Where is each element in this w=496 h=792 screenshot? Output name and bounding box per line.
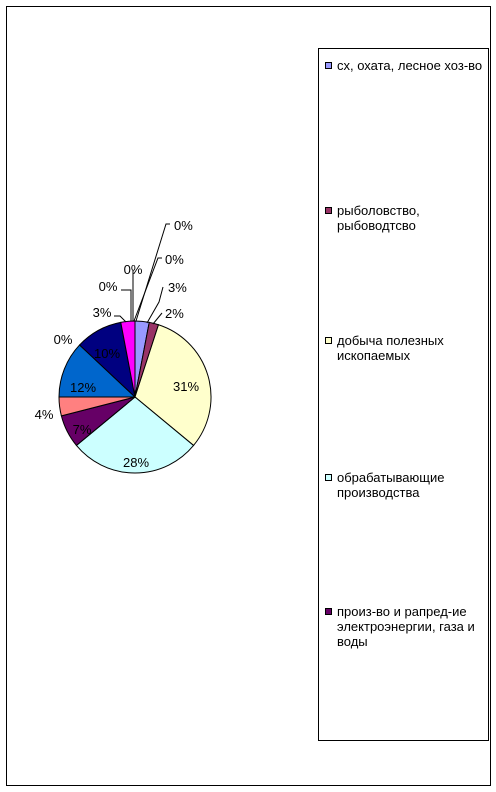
data-label-13: 0% (174, 218, 193, 233)
legend-item-0: сх, охата, лесное хоз-во (325, 58, 485, 73)
legend-item-1: рыболовство, рыбоводтсво (325, 203, 485, 233)
legend-swatch-0 (325, 62, 332, 69)
legend-label-2: добыча полезных ископаемых (325, 333, 485, 363)
legend-label-3: обрабатывающие производства (325, 470, 485, 500)
legend-item-3: обрабатывающие производства (325, 470, 485, 500)
legend-label-0: сх, охата, лесное хоз-во (325, 58, 485, 73)
data-label-10: 0% (99, 279, 118, 294)
legend-swatch-1 (325, 207, 332, 214)
data-label-9: 3% (93, 305, 112, 320)
legend-swatch-2 (325, 337, 332, 344)
leader-line-9 (114, 316, 126, 322)
data-label-6: 12% (70, 380, 96, 395)
data-label-0: 3% (168, 280, 187, 295)
legend-label-1: рыболовство, рыбоводтсво (325, 203, 485, 233)
data-label-7: 0% (54, 332, 73, 347)
legend-item-2: добыча полезных ископаемых (325, 333, 485, 363)
data-label-4: 7% (73, 422, 92, 437)
leader-line-1 (153, 313, 162, 324)
legend: сх, охата, лесное хоз-во рыболовство, рыб… (318, 48, 489, 741)
data-label-3: 28% (123, 455, 149, 470)
data-label-12: 0% (165, 252, 184, 267)
leader-line-10 (121, 290, 131, 321)
legend-swatch-3 (325, 474, 332, 481)
legend-item-4: произ-во и рапред-ие электроэнергии, газ… (325, 604, 485, 649)
data-label-8: 10% (94, 346, 120, 361)
data-label-5: 4% (35, 407, 54, 422)
data-label-1: 2% (165, 306, 184, 321)
leader-line-0 (147, 287, 163, 323)
data-label-11: 0% (124, 262, 143, 277)
legend-label-4: произ-во и рапред-ие электроэнергии, газ… (325, 604, 485, 649)
data-label-2: 31% (173, 379, 199, 394)
legend-swatch-4 (325, 608, 332, 615)
